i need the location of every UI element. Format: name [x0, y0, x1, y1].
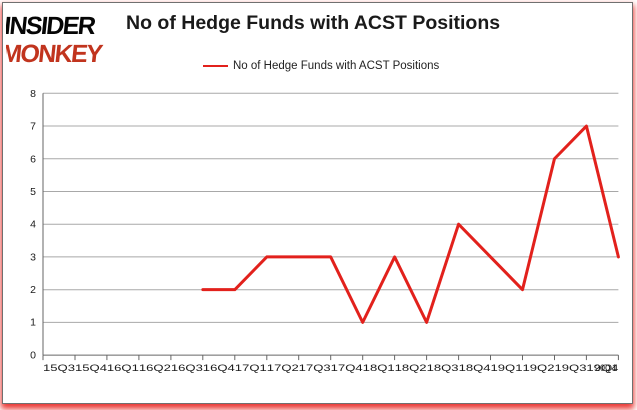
svg-text:16Q1: 16Q1 [107, 363, 139, 373]
svg-text:18Q2: 18Q2 [395, 363, 427, 373]
svg-text:20Q1: 20Q1 [595, 363, 617, 373]
svg-text:15Q4: 15Q4 [75, 363, 107, 373]
svg-text:17Q2: 17Q2 [267, 363, 299, 373]
svg-text:19Q2: 19Q2 [523, 363, 555, 373]
svg-text:17Q3: 17Q3 [299, 363, 331, 373]
svg-text:16Q4: 16Q4 [203, 363, 235, 373]
svg-text:19Q1: 19Q1 [491, 363, 523, 373]
svg-text:18Q4: 18Q4 [459, 363, 491, 373]
svg-text:3: 3 [30, 252, 36, 264]
svg-text:0: 0 [30, 350, 36, 362]
svg-text:5: 5 [30, 186, 36, 198]
svg-text:15Q3: 15Q3 [43, 363, 75, 373]
svg-text:2: 2 [30, 284, 36, 296]
svg-text:17Q1: 17Q1 [235, 363, 267, 373]
svg-text:17Q4: 17Q4 [331, 363, 363, 373]
svg-text:4: 4 [30, 219, 36, 231]
svg-text:1: 1 [30, 317, 36, 329]
svg-text:18Q1: 18Q1 [363, 363, 395, 373]
svg-text:6: 6 [30, 154, 36, 166]
svg-text:18Q3: 18Q3 [427, 363, 459, 373]
svg-text:16Q2: 16Q2 [139, 363, 171, 373]
svg-text:8: 8 [30, 88, 36, 100]
svg-text:16Q3: 16Q3 [171, 363, 203, 373]
svg-text:19Q3: 19Q3 [555, 363, 587, 373]
svg-text:7: 7 [30, 121, 36, 133]
